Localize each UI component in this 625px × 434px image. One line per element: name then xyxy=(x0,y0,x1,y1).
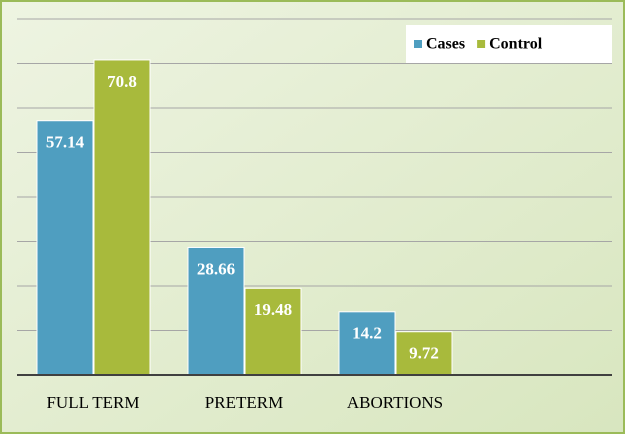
data-label: 70.8 xyxy=(107,72,137,91)
x-tick-label: FULL TERM xyxy=(46,393,139,412)
data-label: 28.66 xyxy=(197,259,235,278)
bar xyxy=(93,59,151,376)
x-tick-label: PRETERM xyxy=(205,393,283,412)
data-label: 19.48 xyxy=(254,300,292,319)
bar xyxy=(338,311,396,376)
data-label: 9.72 xyxy=(409,344,439,363)
legend-swatch xyxy=(414,40,422,48)
legend-label: Control xyxy=(489,36,543,53)
x-tick-label: ABORTIONS xyxy=(347,393,443,412)
data-label: 14.2 xyxy=(352,324,382,343)
legend-swatch xyxy=(477,40,486,48)
bar xyxy=(36,120,94,376)
legend-box xyxy=(406,25,612,63)
legend-label: Cases xyxy=(426,36,465,53)
data-label: 57.14 xyxy=(46,133,85,152)
